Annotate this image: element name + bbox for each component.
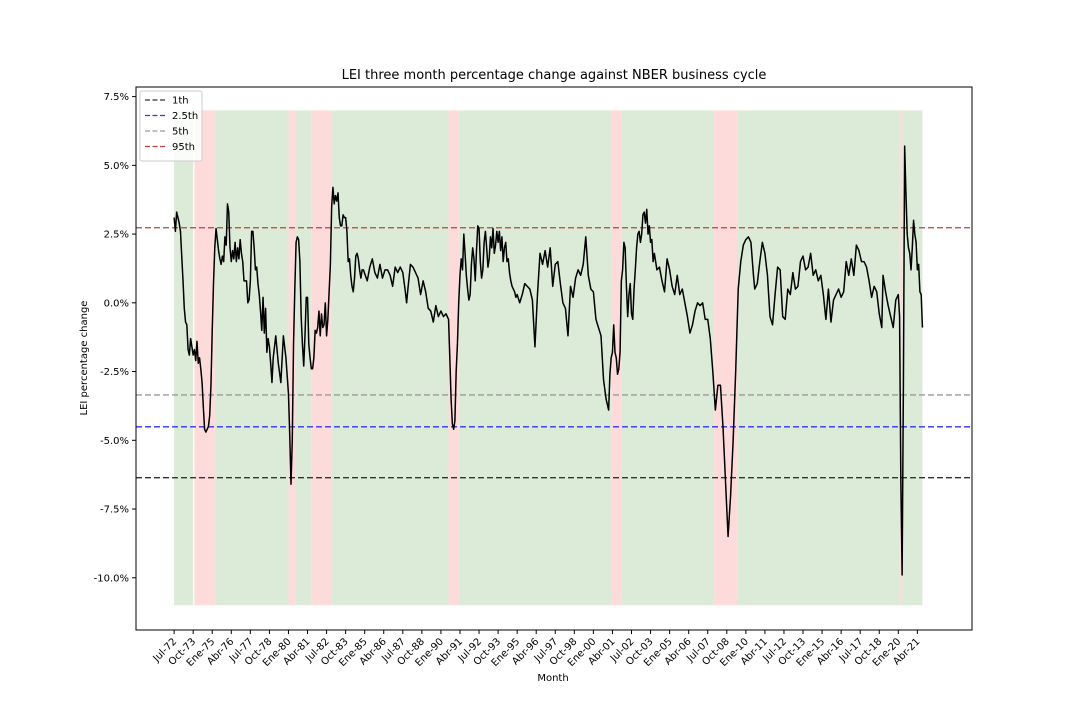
recession-band xyxy=(311,110,332,606)
legend-label: 1th xyxy=(172,96,189,107)
expansion-band xyxy=(736,110,900,606)
expansion-band xyxy=(174,110,194,606)
x-axis-label: Month xyxy=(537,673,568,684)
legend-box xyxy=(139,90,203,162)
y-tick-label: 7.5% xyxy=(104,92,129,103)
recession-band xyxy=(288,110,297,606)
legend-label: 2.5th xyxy=(172,111,198,122)
expansion-band xyxy=(331,110,449,606)
y-tick-label: 2.5% xyxy=(104,230,129,241)
data-line xyxy=(173,145,924,576)
y-tick-label: 5.0% xyxy=(104,161,129,172)
expansion-band xyxy=(214,110,289,606)
y-tick-label: -2.5% xyxy=(100,367,129,378)
plot-frame xyxy=(135,86,973,631)
recession-band xyxy=(194,110,215,606)
recession-band xyxy=(448,110,459,606)
recession-band xyxy=(714,110,737,606)
y-tick-label: 0.0% xyxy=(104,298,129,309)
y-tick-label: -10.0% xyxy=(94,573,129,584)
y-axis-label: LEI percentage change xyxy=(79,301,90,416)
legend-label: 5th xyxy=(172,127,189,138)
expansion-band xyxy=(458,110,612,606)
y-tick-label: -7.5% xyxy=(100,505,129,516)
y-tick-label: -5.0% xyxy=(100,436,129,447)
legend-label: 95th xyxy=(172,142,195,153)
recession-band xyxy=(899,110,903,606)
expansion-band xyxy=(621,110,715,606)
chart-title: LEI three month percentage change agains… xyxy=(342,68,767,83)
